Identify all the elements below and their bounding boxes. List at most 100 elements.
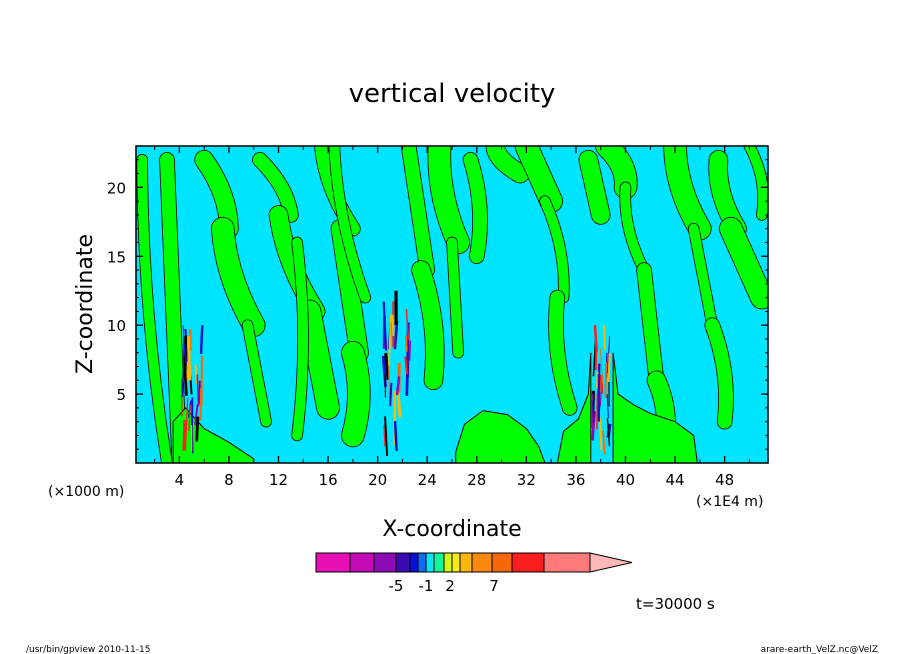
y-axis: 5 10 15 20 [107,159,768,450]
contour-band [637,263,664,388]
footer-left: /usr/bin/gpview 2010-11-15 [26,645,150,654]
y-tick-label: 5 [116,386,126,404]
colorbar-cell [511,552,545,573]
y-tick-label: 15 [107,248,126,266]
x-tick-label: 44 [666,471,685,489]
colorbar-cell [349,552,375,573]
core-streak [182,419,186,451]
core-streak [603,325,606,351]
colorbar-cell [425,552,435,573]
contour-band [515,146,563,213]
convective-cores [181,290,612,457]
core-streak [602,430,606,455]
contour-band [292,237,309,441]
contour-band [664,146,711,240]
contour-band [620,182,650,276]
core-streak [592,401,595,420]
core-streak [388,363,390,398]
colorbar-cell [433,552,445,573]
x-tick-label: 8 [224,471,234,489]
core-streak [194,364,198,385]
core-streak [383,424,386,447]
x-tick-label: 32 [517,471,536,489]
chart-title: vertical velocity [349,79,556,109]
core-streak [196,374,200,407]
core-streak [599,349,603,384]
core-streak [199,325,204,354]
core-streak [596,371,599,389]
x-tick-label: 48 [715,471,734,489]
contour-band [298,300,340,419]
colorbar-cell [451,552,461,573]
x-axis: 4 8 12 16 20 24 28 32 36 40 44 48 [154,146,750,489]
contour-band [401,146,435,278]
contour-band [211,217,265,337]
core-streak [384,416,389,457]
core-streak [405,309,410,341]
contour-band [486,146,530,183]
colorbar-labels: -5 -1 2 7 [389,577,499,595]
contour-region [612,352,698,463]
core-streak [183,343,187,365]
core-streak [393,421,398,452]
colorbar-tick-label: -5 [389,577,404,595]
core-streak [606,394,609,419]
colorbar-cell [443,552,453,573]
core-streak [604,362,607,398]
colorbar-tick-label: -1 [419,577,434,595]
core-streak [382,301,388,351]
core-streak [395,376,401,396]
x-tick-label: 24 [418,471,437,489]
colorbar-cell [543,552,591,573]
colorbar-cell [373,552,397,573]
colorbar-cell [459,552,473,573]
x-unit-left: (×1000 m) [48,484,124,500]
core-streak [181,348,185,397]
x-tick-label: 20 [368,471,387,489]
core-streak [384,374,386,398]
x-tick-label: 4 [175,471,185,489]
x-tick-label: 28 [467,471,486,489]
x-unit-right: (×1E4 m) [696,494,763,510]
core-streak [184,397,189,451]
contour-band [412,261,444,390]
core-streak [599,374,604,394]
colorbar [315,552,633,573]
contour-band [744,146,768,220]
core-streak [195,416,200,442]
x-tick-label: 16 [319,471,338,489]
colorbar-cell [315,552,351,573]
core-streak [391,314,395,336]
core-streak [404,356,409,374]
colorbar-tick-label: 7 [489,577,499,595]
contour-band [428,146,470,254]
core-streak [186,336,192,381]
core-streak [594,345,598,370]
core-streak [188,404,191,431]
plot-area [135,145,769,464]
contour-band [548,290,577,415]
y-tick-label: 10 [107,317,126,335]
core-streak [606,417,611,447]
colorbar-tick-label: 2 [445,577,455,595]
contour-band [341,341,370,447]
core-streak [389,382,393,407]
colorbar-cell [409,552,419,573]
colorbar-cell [417,552,427,573]
core-streak [393,321,399,350]
contour-band [579,150,610,224]
contour-band [688,223,718,331]
core-streak [599,391,602,406]
contour-band [252,152,298,222]
core-streak [404,335,408,352]
x-tick-label: 36 [566,471,585,489]
contour-band [705,318,733,429]
contour-band [447,237,464,358]
colorbar-cell [491,552,513,573]
core-streak [198,380,201,405]
y-tick-label: 20 [107,179,126,197]
contour-band [539,196,569,303]
contour-band [719,217,768,309]
contour-band [329,146,371,303]
